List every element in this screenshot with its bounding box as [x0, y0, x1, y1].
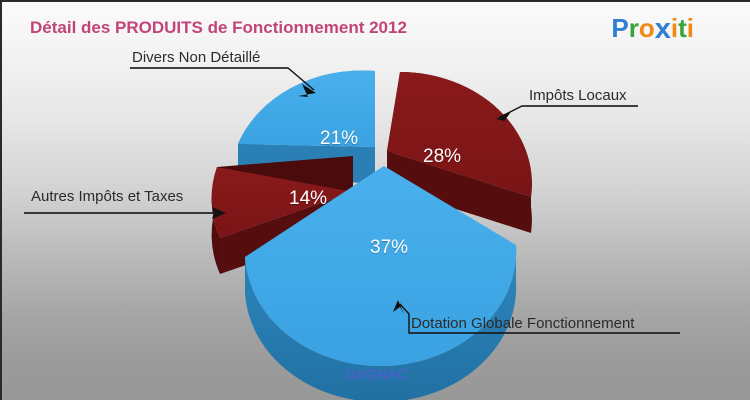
slice-dotation-top[interactable]	[245, 166, 517, 367]
slice-autres-top[interactable]	[211, 167, 353, 238]
logo-letter-o: o	[638, 13, 655, 43]
slice-value-dotation: 37%	[370, 237, 409, 258]
logo-letter-p: P	[611, 13, 629, 43]
leader-line-divers	[130, 67, 315, 91]
leader-line-impots	[499, 105, 638, 118]
logo-letter-x: x	[654, 13, 671, 45]
logo-letter-t: t	[678, 13, 687, 43]
leader-arrow-impots	[496, 112, 513, 123]
slice-dotation-depth	[245, 166, 517, 400]
logo-letter-i2: i	[686, 13, 694, 43]
slice-divers-depth	[238, 70, 375, 183]
leader-arrow-divers	[298, 84, 316, 97]
slice-label-dotation: Dotation Globale Fonctionnement	[411, 315, 635, 332]
slice-value-impots-locaux: 28%	[423, 146, 462, 167]
slice-label-impots-locaux: Impôts Locaux	[529, 87, 627, 104]
slice-label-autres: Autres Impôts et Taxes	[31, 188, 184, 205]
slice-value-autres: 14%	[289, 188, 328, 209]
leader-arrow-dotation	[393, 300, 404, 314]
page-title: Détail des PRODUITS de Fonctionnement 20…	[30, 18, 407, 37]
logo-letter-r: r	[628, 13, 639, 43]
proxiti-logo[interactable]: Proxiti	[611, 13, 694, 45]
leader-arrow-autres	[212, 207, 226, 219]
slice-impots-locaux-top[interactable]	[387, 72, 532, 197]
slice-autres-depth	[211, 156, 353, 274]
slice-label-divers: Divers Non Détaillé	[132, 49, 261, 66]
logo-letter-i1: i	[670, 13, 679, 43]
slice-value-divers: 21%	[320, 128, 359, 149]
commune-name: JUIGNAC	[343, 366, 409, 382]
